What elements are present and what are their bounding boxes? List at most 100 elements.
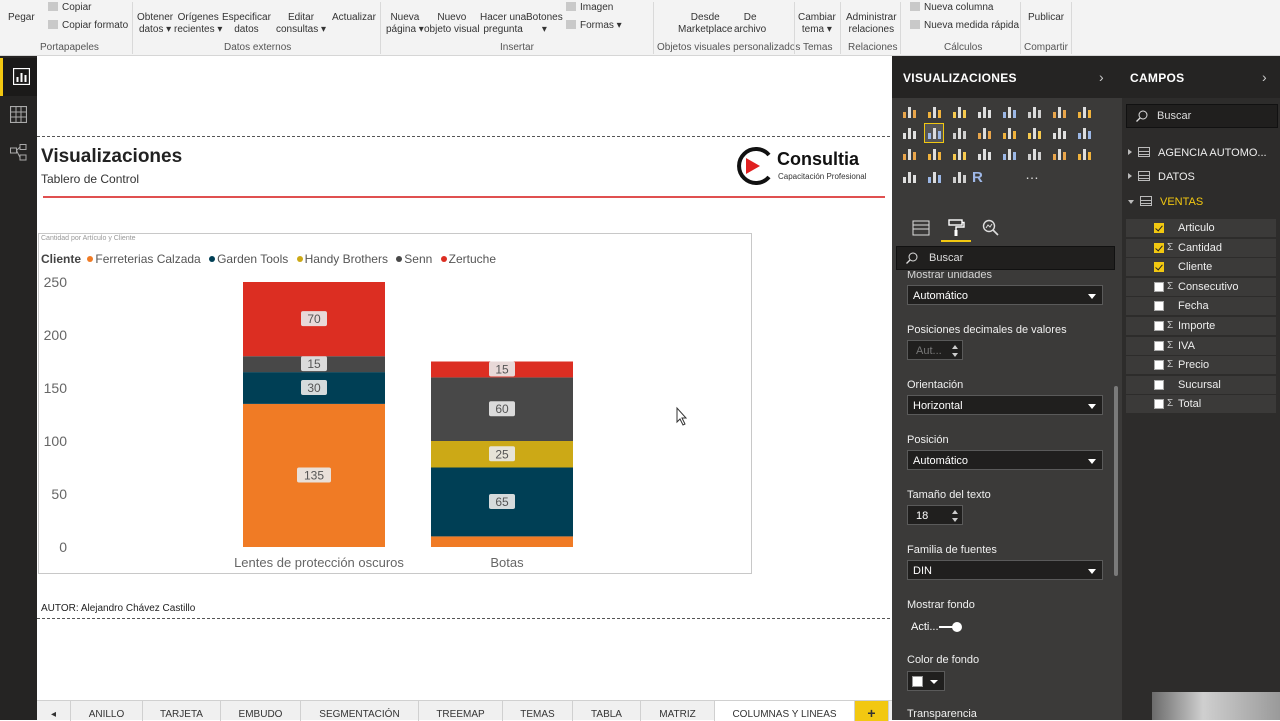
increment-icon[interactable] — [952, 510, 958, 514]
visual-type-icon[interactable] — [1050, 124, 1068, 142]
new-column-button[interactable]: Nueva columna — [910, 2, 993, 13]
field-item-importe[interactable]: Σ Importe — [1126, 317, 1276, 335]
ask-question-button[interactable]: Hacer una pregunta — [480, 12, 527, 35]
visual-type-icon[interactable] — [900, 103, 918, 121]
decimal-places-stepper[interactable]: Aut... — [907, 340, 963, 360]
visual-type-icon[interactable] — [950, 124, 968, 142]
decrement-icon[interactable] — [952, 518, 958, 522]
manage-relationships-button[interactable]: Administrar relaciones — [846, 12, 897, 35]
report-canvas[interactable]: Visualizaciones Tablero de Control Consu… — [37, 56, 892, 700]
font-family-dropdown[interactable]: DIN — [907, 560, 1103, 580]
tab-segmentacion[interactable]: SEGMENTACIÓN — [301, 701, 419, 721]
visual-type-icon[interactable] — [1025, 145, 1043, 163]
stacked-column-chart[interactable]: Cantidad por Artículo y Cliente Cliente … — [38, 233, 752, 574]
tab-tabla[interactable]: TABLA — [573, 701, 641, 721]
visual-type-icon[interactable] — [900, 124, 918, 142]
collapse-chevron-icon[interactable]: › — [1262, 69, 1267, 85]
display-units-dropdown[interactable]: Automático — [907, 285, 1103, 305]
shapes-button[interactable]: Formas ▾ — [566, 20, 622, 31]
field-checkbox[interactable] — [1154, 262, 1164, 273]
visual-type-icon[interactable] — [1025, 124, 1043, 142]
copy-format-button[interactable]: Copiar formato — [48, 20, 128, 31]
legend-item[interactable]: Senn — [395, 252, 432, 266]
position-dropdown[interactable]: Automático — [907, 450, 1103, 470]
tab-matriz[interactable]: MATRIZ — [641, 701, 715, 721]
field-checkbox[interactable] — [1154, 399, 1164, 410]
from-file-button[interactable]: De archivo — [734, 12, 767, 35]
field-item-fecha[interactable]: Fecha — [1126, 297, 1276, 316]
visual-type-icon[interactable] — [1000, 103, 1018, 121]
field-item-iva[interactable]: Σ IVA — [1126, 336, 1276, 355]
field-item-cliente[interactable]: Cliente — [1126, 258, 1276, 277]
visual-type-icon[interactable] — [1075, 124, 1093, 142]
legend-item[interactable]: Handy Brothers — [296, 252, 388, 266]
tab-tarjeta[interactable]: TARJETA — [143, 701, 221, 721]
image-button[interactable]: Imagen — [566, 2, 613, 13]
tab-treemap[interactable]: TREEMAP — [419, 701, 503, 721]
from-marketplace-button[interactable]: Desde Marketplace — [678, 12, 733, 35]
visual-type-icon[interactable] — [950, 145, 968, 163]
table-node-datos[interactable]: DATOS — [1128, 171, 1195, 183]
field-item-consecutivo[interactable]: Σ Consecutivo — [1126, 277, 1276, 296]
tab-columnas-y-lineas[interactable]: COLUMNAS Y LINEAS — [715, 701, 855, 721]
visual-type-icon[interactable] — [1075, 103, 1093, 121]
buttons-button[interactable]: Botones ▾ — [526, 12, 563, 35]
recent-sources-button[interactable]: Orígenes recientes ▾ — [174, 12, 223, 35]
legend-item[interactable]: Zertuche — [440, 252, 496, 266]
analytics-tab[interactable] — [976, 216, 1006, 242]
quick-measure-button[interactable]: Nueva medida rápida — [910, 20, 1019, 31]
visual-type-icon[interactable] — [925, 103, 943, 121]
field-checkbox[interactable] — [1154, 281, 1164, 292]
enter-data-button[interactable]: Especificar datos — [222, 12, 271, 35]
field-item-sucursal[interactable]: Sucursal — [1126, 375, 1276, 394]
format-pane-scrollbar[interactable] — [1114, 386, 1118, 576]
edit-queries-button[interactable]: Editar consultas ▾ — [276, 12, 327, 35]
visual-type-icon[interactable] — [975, 124, 993, 142]
decrement-icon[interactable] — [952, 353, 958, 357]
model-view-button[interactable] — [0, 134, 37, 172]
new-visual-button[interactable]: Nuevo objeto visual — [424, 12, 480, 35]
tab-scroll-left[interactable]: ◂ — [37, 701, 71, 721]
format-search-input[interactable]: Buscar — [896, 246, 1115, 270]
field-checkbox[interactable] — [1154, 301, 1164, 312]
visual-type-icon[interactable] — [1075, 145, 1093, 163]
visual-type-icon[interactable] — [950, 103, 968, 121]
data-view-button[interactable] — [0, 96, 37, 134]
text-size-stepper[interactable]: 18 — [907, 505, 963, 525]
tab-temas[interactable]: TEMAS — [503, 701, 573, 721]
tab-embudo[interactable]: EMBUDO — [221, 701, 301, 721]
publish-button[interactable]: Publicar — [1028, 12, 1064, 24]
paste-button[interactable]: Pegar — [8, 12, 35, 24]
visual-type-icon[interactable] — [900, 168, 918, 186]
visual-type-icon[interactable] — [925, 168, 943, 186]
visual-type-icon[interactable] — [975, 145, 993, 163]
visual-type-icon[interactable] — [1050, 145, 1068, 163]
get-data-button[interactable]: Obtener datos ▾ — [137, 12, 174, 35]
field-checkbox[interactable] — [1154, 360, 1164, 371]
refresh-button[interactable]: Actualizar — [332, 12, 376, 23]
field-item-precio[interactable]: Σ Precio — [1126, 356, 1276, 375]
fields-tab[interactable] — [906, 216, 936, 242]
field-checkbox[interactable] — [1154, 379, 1164, 390]
switch-theme-button[interactable]: Cambiar tema ▾ — [798, 12, 836, 35]
field-item-cantidad[interactable]: Σ Cantidad — [1126, 238, 1276, 257]
visual-type-icon[interactable] — [1050, 103, 1068, 121]
collapse-chevron-icon[interactable]: › — [1099, 69, 1104, 85]
legend-item[interactable]: Garden Tools — [208, 252, 288, 266]
more-visuals-icon[interactable]: … — [1025, 166, 1039, 182]
visual-type-icon[interactable] — [975, 103, 993, 121]
visual-type-icon[interactable] — [1025, 103, 1043, 121]
field-item-total[interactable]: Σ Total — [1126, 395, 1276, 414]
new-page-button[interactable]: Nueva página ▾ — [386, 12, 424, 35]
visual-type-icon[interactable] — [1000, 124, 1018, 142]
visual-type-icon[interactable] — [900, 145, 918, 163]
add-page-button[interactable]: + — [855, 701, 889, 721]
orientation-dropdown[interactable]: Horizontal — [907, 395, 1103, 415]
report-view-button[interactable] — [0, 58, 37, 96]
visual-type-icon[interactable] — [950, 168, 968, 186]
format-tab[interactable] — [941, 216, 971, 242]
visual-type-icon[interactable] — [924, 123, 944, 143]
table-node-ventas[interactable]: VENTAS — [1128, 196, 1203, 208]
r-visual-icon[interactable]: R — [972, 169, 983, 186]
field-item-articulo[interactable]: Articulo — [1126, 219, 1276, 237]
